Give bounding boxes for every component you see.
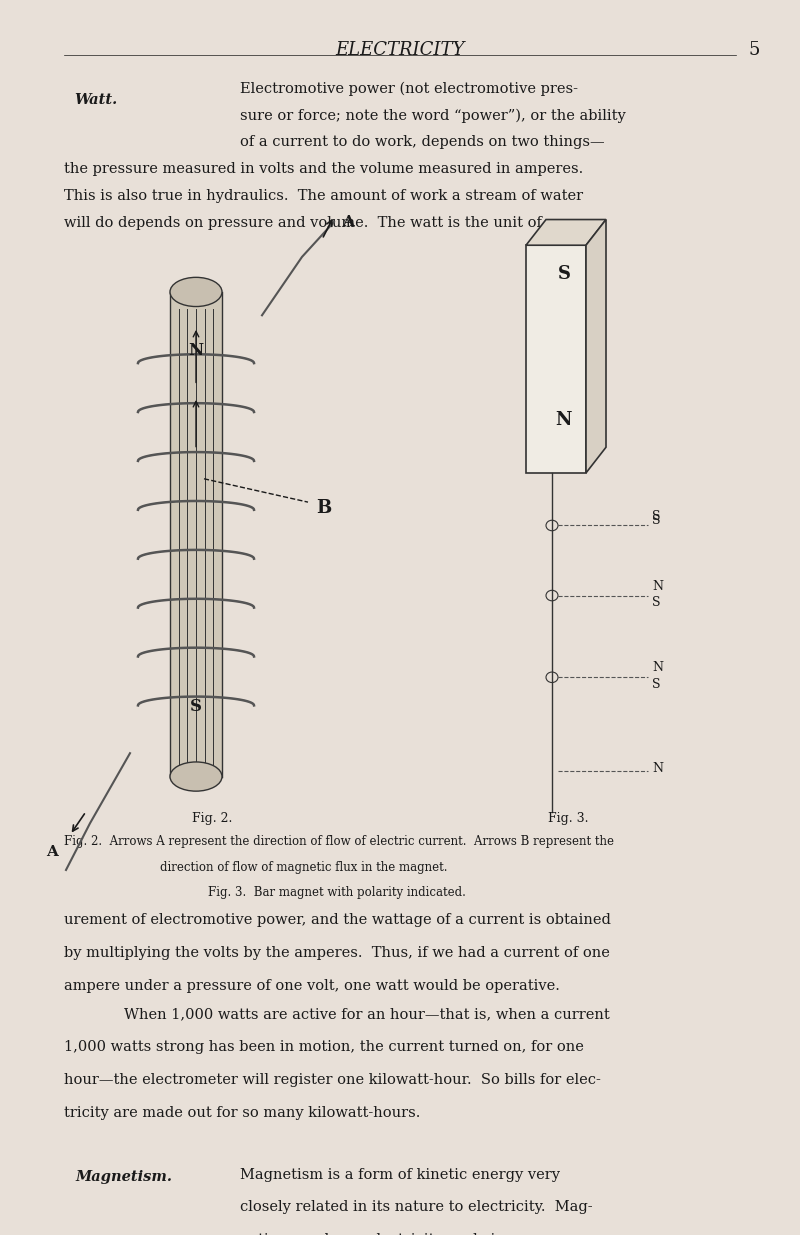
Text: ampere under a pressure of one volt, one watt would be operative.: ampere under a pressure of one volt, one… bbox=[64, 978, 560, 993]
Text: A: A bbox=[46, 846, 58, 860]
Text: of a current to do work, depends on two things—: of a current to do work, depends on two … bbox=[240, 136, 605, 149]
Text: Fig. 2.: Fig. 2. bbox=[192, 811, 232, 825]
Text: A: A bbox=[342, 215, 354, 228]
Text: Watt.: Watt. bbox=[74, 94, 118, 107]
Text: S: S bbox=[652, 678, 661, 690]
Text: tricity are made out for so many kilowatt-hours.: tricity are made out for so many kilowat… bbox=[64, 1105, 420, 1120]
Bar bbox=[526, 246, 586, 473]
Text: N: N bbox=[189, 342, 203, 359]
Text: S: S bbox=[652, 510, 661, 522]
Text: Fig. 3.  Bar magnet with polarity indicated.: Fig. 3. Bar magnet with polarity indicat… bbox=[208, 887, 466, 899]
Text: N: N bbox=[556, 411, 572, 430]
Text: 1,000 watts strong has been in motion, the current turned on, for one: 1,000 watts strong has been in motion, t… bbox=[64, 1040, 584, 1055]
Text: hour—the electrometer will register one kilowatt-hour.  So bills for elec-: hour—the electrometer will register one … bbox=[64, 1073, 601, 1087]
Text: This is also true in hydraulics.  The amount of work a stream of water: This is also true in hydraulics. The amo… bbox=[64, 189, 583, 204]
Text: by multiplying the volts by the amperes.  Thus, if we had a current of one: by multiplying the volts by the amperes.… bbox=[64, 946, 610, 960]
Text: direction of flow of magnetic flux in the magnet.: direction of flow of magnetic flux in th… bbox=[160, 861, 447, 873]
Text: Fig. 2.  Arrows A represent the direction of flow of electric current.  Arrows B: Fig. 2. Arrows A represent the direction… bbox=[64, 835, 614, 848]
Text: Fig. 3.: Fig. 3. bbox=[548, 811, 588, 825]
Ellipse shape bbox=[170, 762, 222, 792]
Polygon shape bbox=[586, 220, 606, 473]
Text: S: S bbox=[190, 698, 202, 715]
Text: 5: 5 bbox=[749, 41, 760, 59]
Text: N: N bbox=[652, 579, 663, 593]
Text: urement of electromotive power, and the wattage of a current is obtained: urement of electromotive power, and the … bbox=[64, 913, 611, 927]
Text: Magnetism is a form of kinetic energy very: Magnetism is a form of kinetic energy ve… bbox=[240, 1168, 560, 1182]
Text: netism produces electricity, and vice versa.: netism produces electricity, and vice ve… bbox=[240, 1233, 562, 1235]
Text: N: N bbox=[652, 662, 663, 674]
Text: closely related in its nature to electricity.  Mag-: closely related in its nature to electri… bbox=[240, 1200, 593, 1214]
Text: S: S bbox=[558, 266, 570, 283]
Polygon shape bbox=[526, 220, 606, 246]
Text: When 1,000 watts are active for an hour—that is, when a current: When 1,000 watts are active for an hour—… bbox=[124, 1008, 610, 1021]
Text: sure or force; note the word “power”), or the ability: sure or force; note the word “power”), o… bbox=[240, 109, 626, 124]
Text: S: S bbox=[652, 514, 661, 527]
Text: ELECTRICITY: ELECTRICITY bbox=[335, 41, 465, 59]
Bar bbox=[170, 291, 222, 777]
Text: N: N bbox=[652, 762, 663, 774]
Text: Magnetism.: Magnetism. bbox=[75, 1170, 173, 1184]
Text: will do depends on pressure and volume.  The watt is the unit of meas-: will do depends on pressure and volume. … bbox=[64, 216, 590, 230]
Text: the pressure measured in volts and the volume measured in amperes.: the pressure measured in volts and the v… bbox=[64, 162, 583, 177]
Text: B: B bbox=[316, 499, 331, 517]
Text: S: S bbox=[652, 597, 661, 609]
Text: Electromotive power (not electromotive pres-: Electromotive power (not electromotive p… bbox=[240, 82, 578, 96]
Ellipse shape bbox=[170, 278, 222, 306]
